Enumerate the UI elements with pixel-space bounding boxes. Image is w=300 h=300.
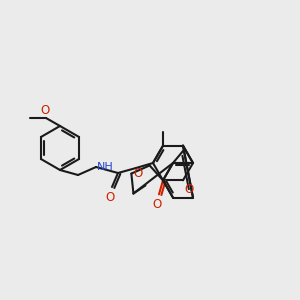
Text: NH: NH [97,162,114,172]
Text: O: O [152,198,162,211]
Text: O: O [184,183,193,196]
Text: O: O [105,191,115,204]
Text: O: O [133,167,142,180]
Text: O: O [40,104,50,117]
